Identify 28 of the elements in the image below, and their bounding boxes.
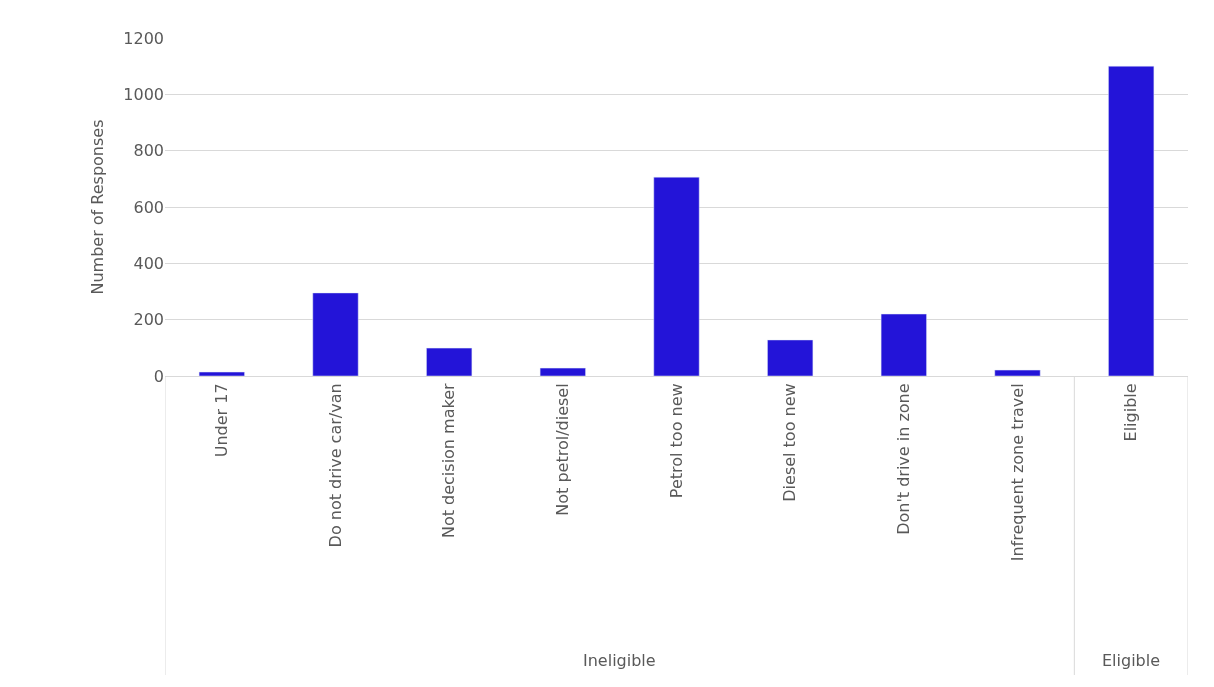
x-tick-label: Infrequent zone travel — [1007, 383, 1027, 562]
x-tick-label: Under 17 — [212, 383, 232, 458]
bar — [198, 371, 245, 376]
y-tick-label: 0 — [153, 366, 164, 386]
x-tick-label: Don't drive in zone — [894, 383, 914, 535]
text: Eligible — [1102, 651, 1161, 670]
bar — [1108, 65, 1155, 376]
x-tick-label: Eligible — [1121, 383, 1141, 442]
y-tick-label: 1000 — [123, 84, 164, 104]
y-tick-label: 200 — [133, 310, 164, 330]
x-tick-label: Diesel too new — [780, 383, 800, 502]
y-tick-label: 1200 — [123, 28, 164, 48]
bar — [994, 369, 1041, 376]
text: Ineligible — [583, 651, 656, 670]
bar — [653, 176, 700, 376]
y-tick-label: 600 — [133, 197, 164, 217]
x-tick-label: Not petrol/diesel — [553, 383, 573, 516]
bar — [880, 313, 927, 376]
y-tick-label: 400 — [133, 253, 164, 273]
bar — [539, 367, 586, 376]
bar — [426, 347, 473, 376]
x-tick-label: Do not drive car/van — [325, 383, 345, 548]
y-tick-label: 800 — [133, 141, 164, 161]
bar — [767, 339, 814, 376]
y-axis-title: Number of Responses — [88, 119, 108, 295]
x-tick-label: Not decision maker — [439, 382, 459, 539]
x-tick-label: Petrol too new — [666, 383, 686, 499]
bar — [312, 292, 359, 376]
